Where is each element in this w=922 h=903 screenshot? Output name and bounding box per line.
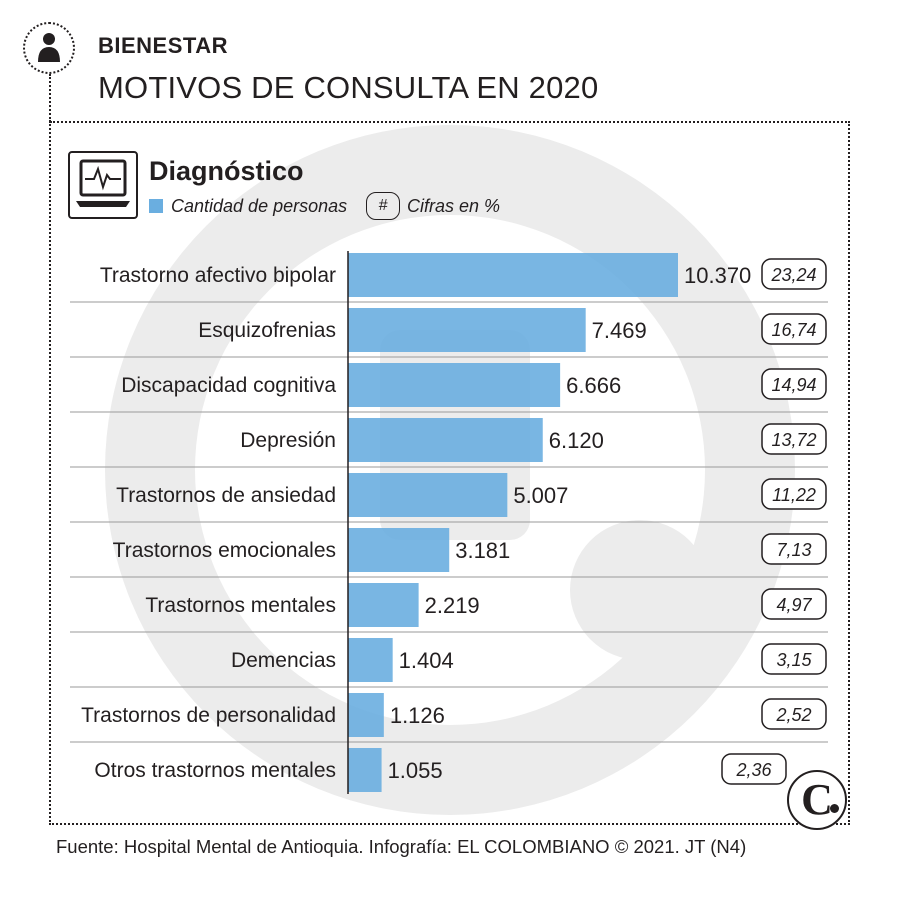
category-label: Depresión [240, 429, 336, 452]
category-label: Otros trastornos mentales [94, 759, 336, 782]
chart-frame-bottom [49, 823, 850, 825]
percent-badge [721, 753, 787, 785]
percent-badge [761, 368, 827, 400]
value-label: 1.404 [399, 648, 454, 673]
page-title: MOTIVOS DE CONSULTA EN 2020 [98, 70, 599, 105]
source-credit: Fuente: Hospital Mental de Antioquia. In… [56, 836, 747, 857]
value-label: 10.370 [684, 263, 751, 288]
value-label: 1.055 [388, 758, 443, 783]
computer-monitor-icon [68, 151, 138, 219]
value-label: 5.007 [513, 483, 568, 508]
chart-subtitle: Diagnóstico [149, 156, 304, 186]
category-label: Trastornos emocionales [113, 539, 336, 562]
legend-label-percent: Cifras en % [407, 196, 501, 216]
brand-logo: C [787, 770, 847, 830]
percent-label: 23,24 [770, 265, 816, 285]
legend-label-count: Cantidad de personas [171, 196, 348, 216]
percent-badge [761, 258, 827, 290]
percent-label: 2,36 [735, 760, 772, 780]
chart-frame-left [49, 121, 51, 825]
percent-label: 14,94 [771, 375, 816, 395]
percent-badge [761, 313, 827, 345]
percent-badge [761, 533, 827, 565]
category-label: Trastornos de ansiedad [116, 484, 336, 507]
percent-label: 11,22 [772, 485, 816, 505]
percent-label: 2,52 [775, 705, 811, 725]
category-label: Trastornos de personalidad [81, 704, 336, 727]
value-label: 6.120 [549, 428, 604, 453]
category-label: Trastornos mentales [145, 594, 336, 617]
header-connector [49, 74, 51, 122]
chart-frame [50, 121, 850, 825]
bar [348, 253, 678, 297]
category-label: Trastorno afectivo bipolar [100, 264, 336, 287]
legend-swatch [149, 199, 163, 213]
bar [348, 363, 561, 407]
value-label: 1.126 [390, 703, 445, 728]
percent-badge [761, 588, 827, 620]
bar [348, 583, 419, 627]
percent-label: 3,15 [776, 650, 812, 670]
percent-badge [761, 698, 827, 730]
category-label: Discapacidad cognitiva [121, 374, 336, 397]
legend-hash-badge: # [366, 192, 400, 220]
percent-badge [761, 643, 827, 675]
category-label: Demencias [231, 649, 336, 672]
bar [348, 638, 393, 682]
bar [348, 528, 450, 572]
category-label: Esquizofrenias [198, 319, 336, 342]
percent-label: 13,72 [771, 430, 816, 450]
percent-label: 16,74 [771, 320, 816, 340]
value-label: 6.666 [566, 373, 621, 398]
value-label: 3.181 [455, 538, 510, 563]
percent-label: 7,13 [776, 540, 811, 560]
person-icon [23, 22, 75, 74]
bar [348, 418, 543, 462]
bar [348, 693, 384, 737]
percent-badge [761, 478, 827, 510]
bar [348, 473, 508, 517]
bar [348, 308, 586, 352]
percent-badge [761, 423, 827, 455]
section-label: BIENESTAR [98, 33, 228, 58]
value-label: 7.469 [592, 318, 647, 343]
bar [348, 748, 382, 792]
percent-label: 4,97 [776, 595, 812, 615]
brand-logo-dot [830, 804, 839, 813]
value-label: 2.219 [425, 593, 480, 618]
